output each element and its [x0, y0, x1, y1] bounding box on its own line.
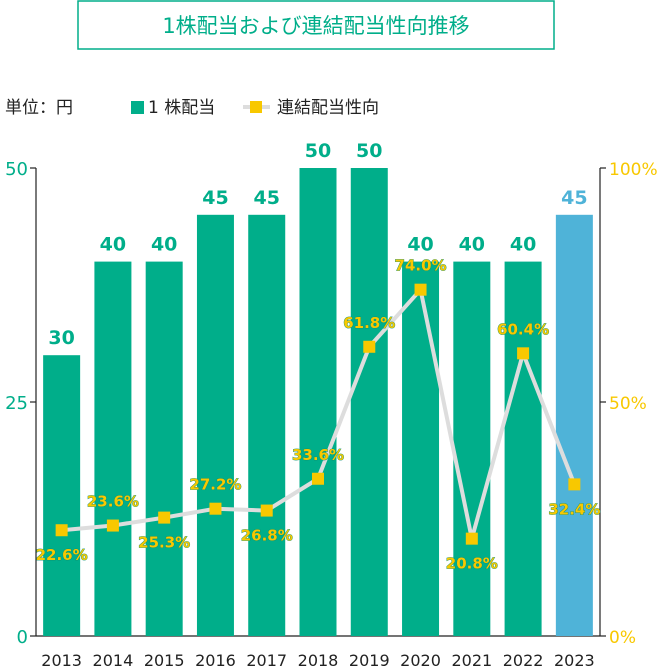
line-marker	[55, 524, 68, 537]
unit-label: 単位：円	[5, 98, 73, 118]
legend-line-marker	[250, 101, 262, 113]
payout-ratio-label: 25.3%	[138, 534, 190, 552]
legend-bar-label: 1 株配当	[148, 98, 215, 118]
left-tick-label: 50	[5, 159, 28, 180]
x-tick-label: 2014	[93, 651, 134, 670]
right-tick-label: 100%	[609, 160, 658, 180]
x-tick-label: 2016	[195, 651, 236, 670]
line-marker	[312, 472, 324, 485]
payout-ratio-label: 22.6%	[36, 546, 88, 564]
left-tick-label: 0	[17, 627, 28, 648]
payout-ratio-label: 60.4%	[497, 320, 549, 338]
right-tick-label: 50%	[609, 394, 647, 414]
x-tick-label: 2021	[451, 651, 492, 670]
bar	[453, 261, 491, 636]
plot-area: 0 25 50 0% 50% 100% 30 2013 40 2014 40 2015 45 2016 45…	[5, 140, 658, 670]
bar-value-label: 30	[48, 327, 74, 349]
bar	[145, 261, 183, 636]
line-marker	[568, 478, 581, 491]
bar-value-label: 45	[254, 187, 280, 209]
bar	[248, 214, 286, 637]
right-tick-label: 0%	[609, 628, 636, 648]
bar	[196, 214, 234, 637]
bar-value-label: 40	[151, 234, 177, 256]
payout-ratio-label: 32.4%	[548, 500, 600, 518]
x-tick-label: 2017	[246, 651, 287, 670]
bar	[43, 355, 81, 636]
x-tick-label: 2018	[298, 651, 339, 670]
x-tick-label: 2020	[400, 651, 441, 670]
bar-value-label: 50	[305, 140, 331, 162]
x-tick-label: 2013	[41, 651, 82, 670]
x-tick-label: 2019	[349, 651, 390, 670]
line-marker	[106, 519, 119, 532]
legend-bar-swatch	[131, 101, 144, 114]
payout-ratio-label: 33.6%	[292, 446, 344, 464]
line-marker	[158, 511, 171, 524]
line-marker	[260, 504, 273, 517]
bar-value-label: 40	[510, 234, 536, 256]
bar	[504, 261, 542, 636]
payout-ratio-label: 74.0%	[395, 257, 447, 275]
bar-value-label: 45	[202, 187, 228, 209]
bar	[402, 261, 440, 636]
x-tick-label: 2022	[503, 651, 544, 670]
chart-title: 1株配当および連結配当性向推移	[162, 14, 469, 38]
line-marker	[517, 347, 530, 360]
line-marker	[209, 502, 222, 515]
payout-ratio-label: 27.2%	[189, 476, 241, 494]
bar-value-label: 40	[459, 234, 485, 256]
bar-value-label: 40	[100, 234, 126, 256]
bar-value-label: 50	[356, 140, 382, 162]
bar	[555, 214, 593, 637]
bar	[299, 168, 337, 636]
payout-ratio-label: 61.8%	[343, 314, 395, 332]
payout-ratio-label: 26.8%	[241, 527, 293, 545]
payout-ratio-label: 20.8%	[446, 555, 498, 573]
bar	[350, 168, 388, 636]
bar	[94, 261, 132, 636]
legend-line-label: 連結配当性向	[277, 98, 379, 118]
x-tick-label: 2023	[554, 651, 595, 670]
line-marker	[465, 532, 478, 545]
payout-ratio-label: 23.6%	[87, 493, 139, 511]
bar-value-label: 45	[561, 187, 587, 209]
line-marker	[363, 340, 376, 353]
x-tick-label: 2015	[144, 651, 185, 670]
bar-value-label: 40	[407, 234, 433, 256]
title-box	[77, 0, 555, 50]
line-marker	[414, 283, 427, 296]
left-tick-label: 25	[5, 393, 28, 414]
